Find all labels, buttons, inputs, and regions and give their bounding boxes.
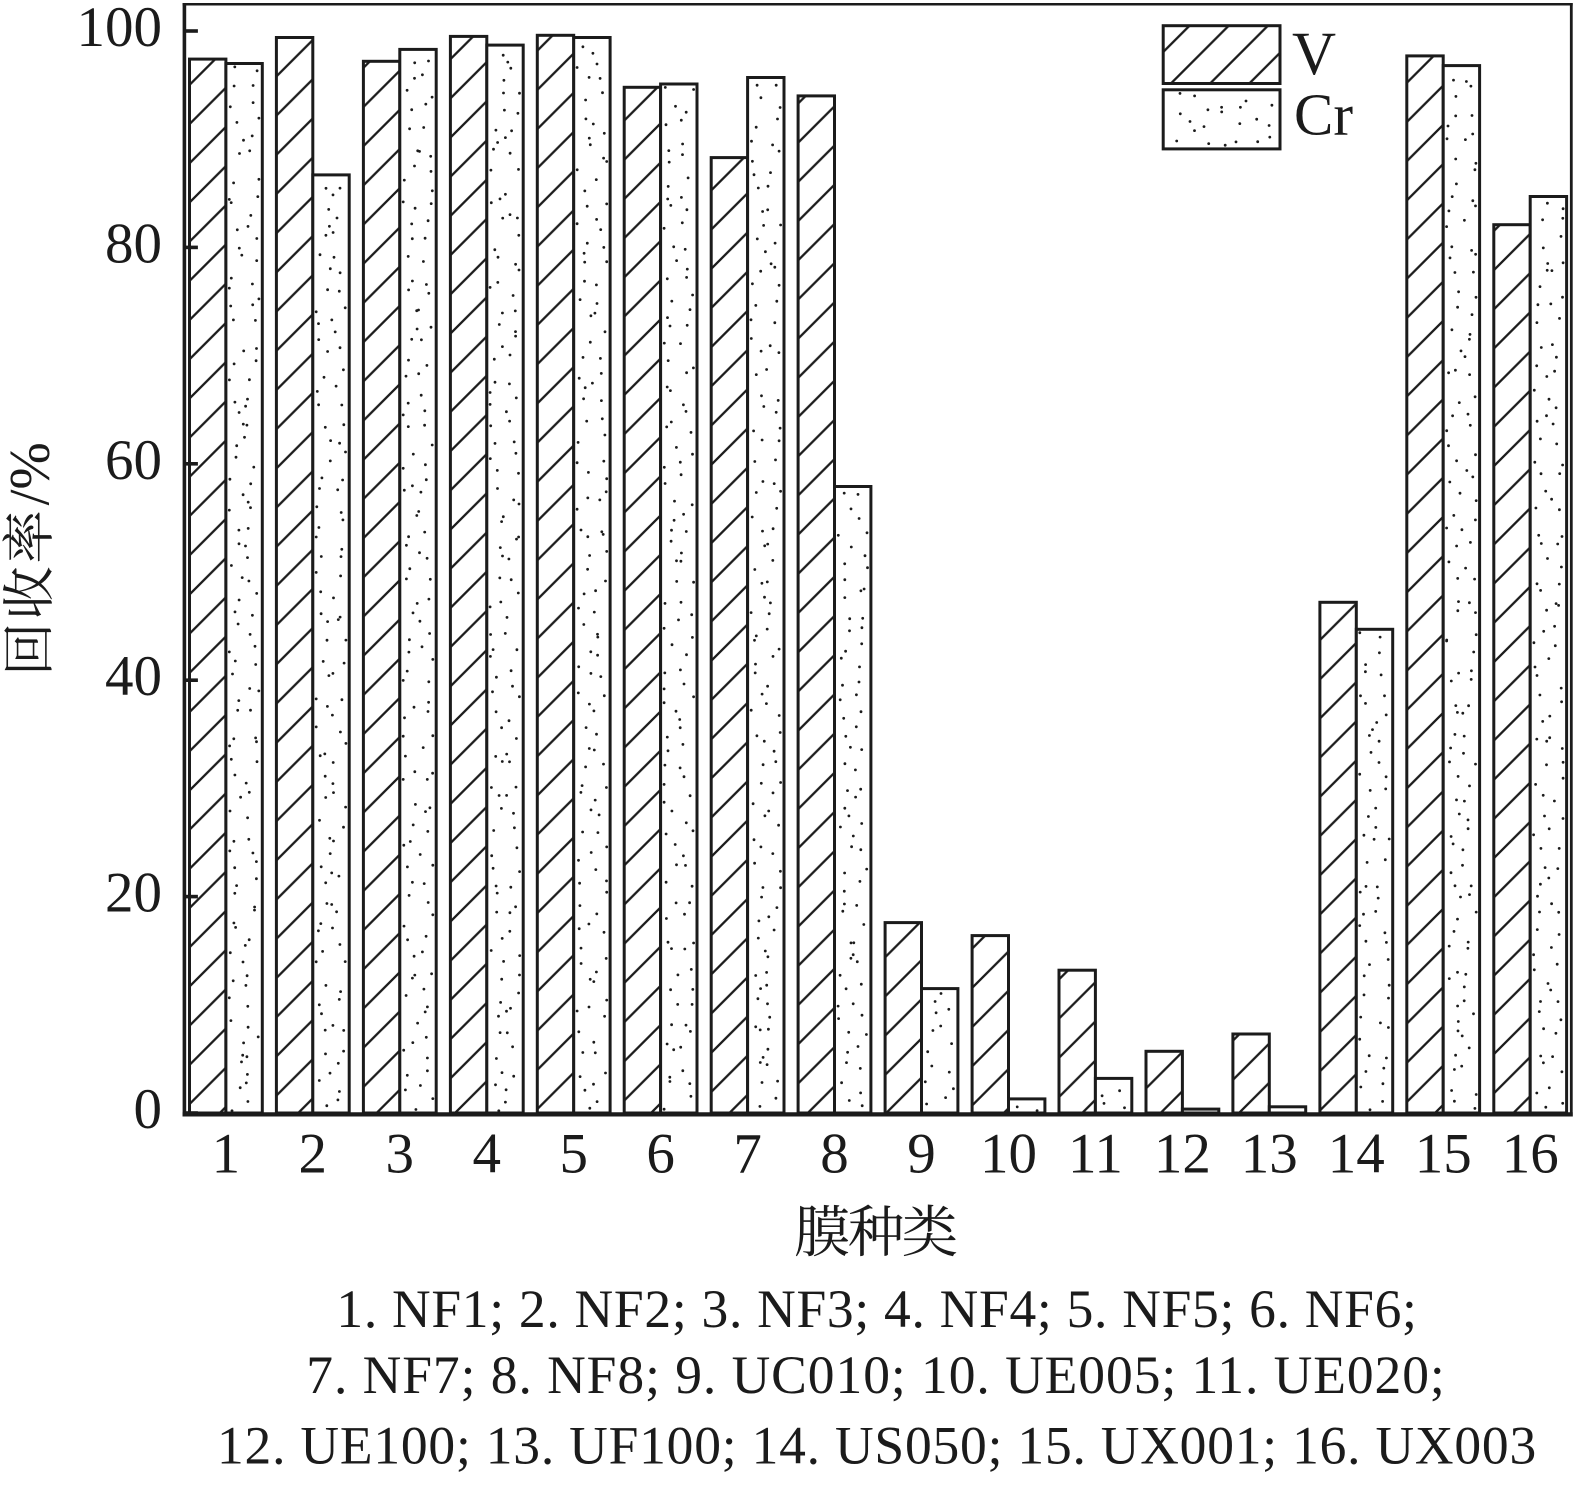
svg-text:1: 1 xyxy=(212,1123,241,1186)
svg-text:7: 7 xyxy=(733,1123,762,1186)
svg-text:0: 0 xyxy=(134,1078,163,1141)
svg-text:40: 40 xyxy=(105,645,162,708)
svg-text:1. NF1; 2. NF2; 3. NF3; 4. NF4: 1. NF1; 2. NF2; 3. NF3; 4. NF4; 5. NF5; … xyxy=(336,1279,1417,1339)
svg-text:15: 15 xyxy=(1415,1123,1472,1186)
svg-text:13: 13 xyxy=(1241,1123,1298,1186)
svg-text:8: 8 xyxy=(820,1123,849,1186)
svg-text:/%: /% xyxy=(0,442,62,505)
svg-text:6: 6 xyxy=(646,1123,675,1186)
svg-text:10: 10 xyxy=(980,1123,1037,1186)
svg-text:4: 4 xyxy=(473,1123,502,1186)
svg-text:20: 20 xyxy=(105,862,162,925)
svg-text:16: 16 xyxy=(1502,1123,1559,1186)
svg-text:9: 9 xyxy=(907,1123,936,1186)
svg-text:12: 12 xyxy=(1154,1123,1211,1186)
svg-text:3: 3 xyxy=(386,1123,415,1186)
svg-text:11: 11 xyxy=(1068,1123,1123,1186)
svg-text:12. UE100; 13. UF100; 14. US05: 12. UE100; 13. UF100; 14. US050; 15. UX0… xyxy=(217,1416,1537,1476)
svg-text:V: V xyxy=(1292,21,1336,88)
svg-text:7. NF7; 8. NF8; 9. UC010; 10.: 7. NF7; 8. NF8; 9. UC010; 10. UE005; 11.… xyxy=(306,1345,1445,1405)
svg-text:80: 80 xyxy=(105,212,162,275)
svg-text:100: 100 xyxy=(77,0,163,59)
svg-text:14: 14 xyxy=(1328,1123,1385,1186)
svg-text:Cr: Cr xyxy=(1294,81,1353,147)
svg-text:60: 60 xyxy=(105,429,162,492)
svg-text:2: 2 xyxy=(299,1123,328,1186)
svg-text:5: 5 xyxy=(559,1123,588,1186)
